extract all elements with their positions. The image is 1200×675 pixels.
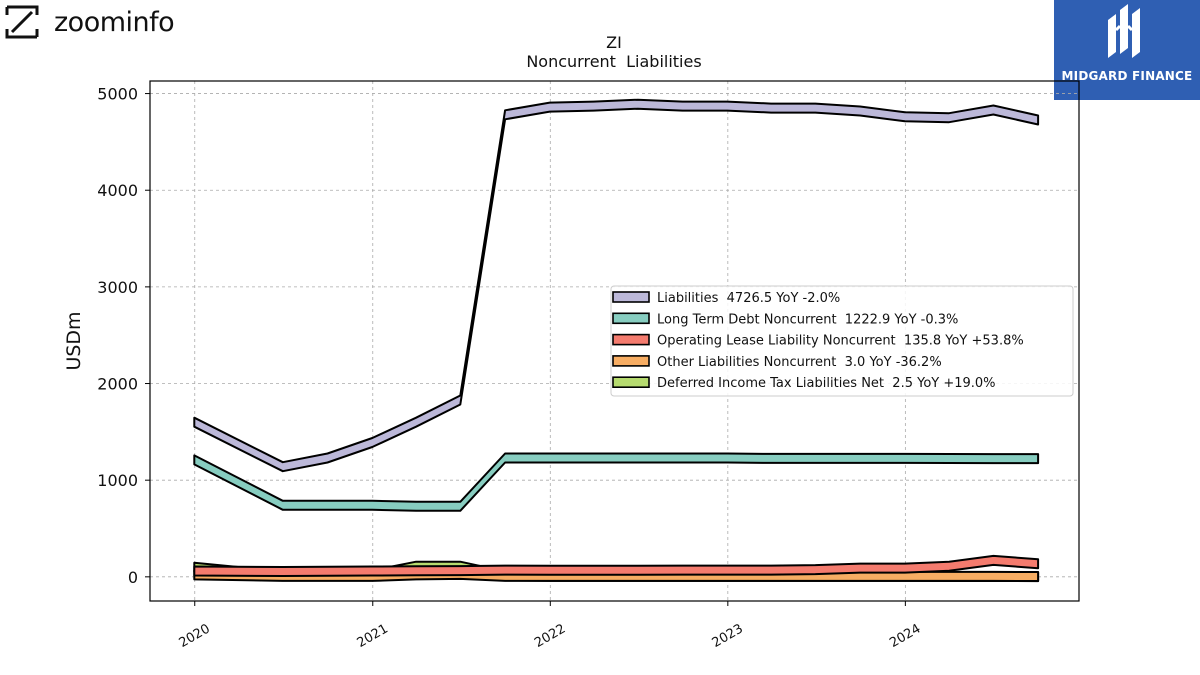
midgard-m-icon (1108, 4, 1140, 58)
y-tick-label: 3000 (97, 278, 138, 297)
series-long-term-debt-noncurrent (193, 452, 1040, 512)
zoominfo-z-icon (5, 5, 39, 39)
legend-entry: Operating Lease Liability Noncurrent 135… (657, 334, 1024, 349)
y-tick-label: 0 (128, 568, 138, 587)
legend-swatch (612, 312, 650, 325)
legend-box (610, 285, 1074, 397)
x-tick-label: 2021 (355, 621, 391, 651)
legend-entry: Long Term Debt Noncurrent 1222.9 YoY -0.… (657, 312, 958, 327)
x-tick-label: 2024 (887, 621, 923, 651)
y-tick-label: 2000 (97, 375, 138, 394)
series-liabilities (193, 98, 1040, 473)
legend-entry: Liabilities 4726.5 YoY -2.0% (657, 291, 840, 306)
y-axis-label: USDm (63, 311, 85, 370)
plot-frame (149, 80, 1080, 602)
y-tick-label: 5000 (97, 85, 138, 104)
x-tick-label: 2023 (710, 621, 746, 651)
legend-entry: Other Liabilities Noncurrent 3.0 YoY -36… (657, 355, 942, 370)
chart-title: ZI (606, 33, 622, 52)
zoominfo-logo-text: zoominfo (54, 6, 175, 38)
legend: Liabilities 4726.5 YoY -2.0% Long Term De… (610, 285, 1074, 397)
chart-subtitle: Noncurrent Liabilities (526, 52, 701, 71)
zoominfo-logo: zoominfo (4, 4, 175, 40)
legend-swatch (612, 355, 650, 367)
x-tick-label: 2020 (177, 621, 213, 651)
midgard-finance-logo-text: MIDGARD FINANCE (1061, 69, 1193, 83)
midgard-finance-logo: MIDGARD FINANCE (1054, 0, 1200, 100)
y-tick-label: 1000 (97, 471, 138, 490)
series-operating-lease-liability-noncurrent (193, 554, 1040, 577)
legend-swatch (612, 333, 650, 346)
legend-swatch (612, 291, 650, 303)
legend-entry: Deferred Income Tax Liabilities Net 2.5 … (657, 376, 996, 391)
y-tick-label: 4000 (97, 181, 138, 200)
legend-swatch (612, 376, 650, 389)
x-tick-label: 2022 (532, 621, 568, 651)
series-layer (193, 98, 1040, 583)
